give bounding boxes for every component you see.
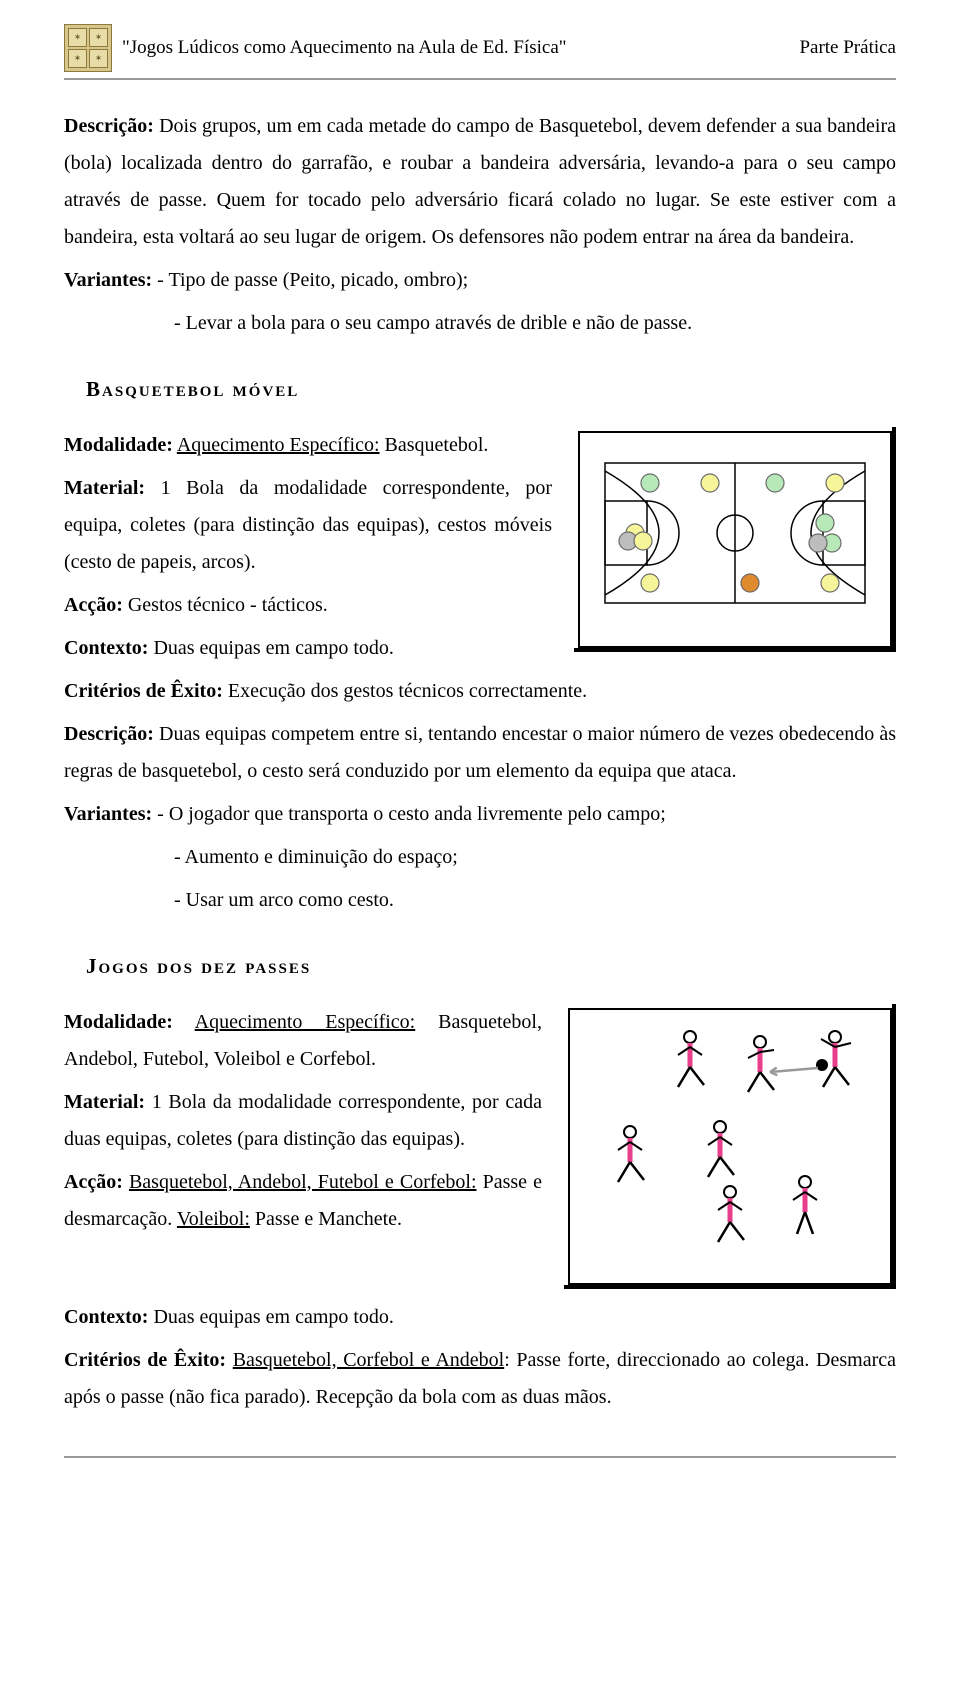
variantes-2-text-1: - O jogador que transporta o cesto anda …: [152, 803, 666, 825]
variantes-line-1: Variantes: - Tipo de passe (Peito, picad…: [64, 262, 896, 299]
contexto-text-3: Duas equipas em campo todo.: [148, 1306, 394, 1328]
figure-court-diagram: [574, 427, 896, 652]
contexto-line-3: Contexto: Duas equipas em campo todo.: [64, 1299, 896, 1336]
page-header: ✶✶ ✶✶ "Jogos Lúdicos como Aquecimento na…: [64, 24, 896, 80]
heading-jogos-dez-passes: Jogos dos dez passes: [86, 947, 896, 986]
accao-label-3: Acção:: [64, 1171, 123, 1193]
page-body: Descrição: Dois grupos, um em cada metad…: [64, 108, 896, 1458]
modalidade-rest: Basquetebol.: [380, 434, 489, 456]
header-title: "Jogos Lúdicos como Aquecimento na Aula …: [122, 37, 567, 59]
material-label: Material:: [64, 477, 145, 499]
descricao-text-2: Duas equipas competem entre si, tentando…: [64, 723, 896, 782]
variantes-label-2: Variantes:: [64, 803, 152, 825]
variantes-label: Variantes:: [64, 269, 152, 291]
material-label-3: Material:: [64, 1091, 145, 1113]
logo-icon: ✶✶ ✶✶: [64, 24, 112, 72]
contexto-label: Contexto:: [64, 637, 148, 659]
modalidade-label: Modalidade:: [64, 434, 173, 456]
stick-diagram-svg: [570, 1010, 890, 1270]
header-left: ✶✶ ✶✶ "Jogos Lúdicos como Aquecimento na…: [64, 24, 567, 72]
accao-underlined-2: Voleibol:: [177, 1208, 250, 1230]
footer-rule: [64, 1456, 896, 1458]
modalidade-underlined-3: Aquecimento Específico:: [195, 1011, 416, 1033]
accao-text: Gestos técnico - tácticos.: [123, 594, 328, 616]
modalidade-underlined: Aquecimento Específico:: [177, 434, 380, 456]
heading-basquetebol-movel: Basquetebol móvel: [86, 370, 896, 409]
criterios-underlined-1: Basquetebol, Corfebol e Andebol: [233, 1349, 504, 1371]
court-diagram-svg: [580, 433, 890, 633]
header-right: Parte Prática: [799, 37, 896, 59]
variantes-line-2: - Levar a bola para o seu campo através …: [64, 305, 896, 342]
accao-underlined-1: Basquetebol, Andebol, Futebol e Corfebol…: [129, 1171, 477, 1193]
contexto-text: Duas equipas em campo todo.: [148, 637, 394, 659]
modalidade-label-3: Modalidade:: [64, 1011, 173, 1033]
criterios-label: Critérios de Êxito:: [64, 680, 223, 702]
variantes-2-line-1: Variantes: - O jogador que transporta o …: [64, 796, 896, 833]
accao-text-2: Passe e Manchete.: [250, 1208, 402, 1230]
figure-stick-diagram: [564, 1004, 896, 1289]
contexto-label-3: Contexto:: [64, 1306, 148, 1328]
criterios-text: Execução dos gestos técnicos correctamen…: [223, 680, 587, 702]
descricao-label: Descrição:: [64, 115, 154, 137]
descricao-label-2: Descrição:: [64, 723, 154, 745]
variantes-2-line-3: - Usar um arco como cesto.: [64, 882, 896, 919]
variantes-text-1: - Tipo de passe (Peito, picado, ombro);: [152, 269, 468, 291]
criterios-line-2: Critérios de Êxito: Execução dos gestos …: [64, 673, 896, 710]
variantes-2-line-2: - Aumento e diminuição do espaço;: [64, 839, 896, 876]
descricao-paragraph-1: Descrição: Dois grupos, um em cada metad…: [64, 108, 896, 256]
descricao-text: Dois grupos, um em cada metade do campo …: [64, 115, 896, 248]
accao-label: Acção:: [64, 594, 123, 616]
descricao-paragraph-2: Descrição: Duas equipas competem entre s…: [64, 716, 896, 790]
criterios-line-3: Critérios de Êxito: Basquetebol, Corfebo…: [64, 1342, 896, 1416]
criterios-label-3: Critérios de Êxito:: [64, 1349, 226, 1371]
